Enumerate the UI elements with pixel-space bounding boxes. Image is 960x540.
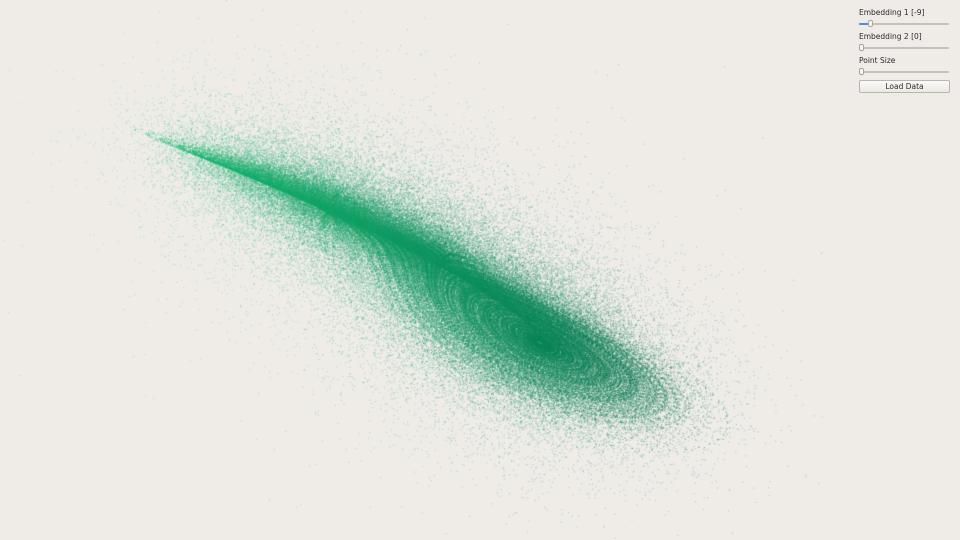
load-data-button[interactable]: Load Data: [859, 80, 950, 93]
embedding1-slider[interactable]: [859, 20, 949, 28]
embedding1-slider-fill: [859, 23, 870, 25]
point-size-slider-thumb[interactable]: [859, 68, 864, 75]
control-panel: Embedding 1 [-9] Embedding 2 [0] Point S…: [856, 8, 952, 93]
point-size-slider-track: [859, 71, 949, 73]
embedding1-slider-thumb[interactable]: [867, 20, 873, 27]
embedding2-slider[interactable]: [859, 44, 949, 52]
point-size-label: Point Size: [859, 56, 896, 65]
embedding2-slider-track: [859, 47, 949, 49]
embedding1-label: Embedding 1 [-9]: [859, 8, 925, 17]
embedding2-label: Embedding 2 [0]: [859, 32, 922, 41]
point-size-slider[interactable]: [859, 68, 949, 76]
embedding1-slider-track: [859, 23, 949, 25]
embedding2-slider-thumb[interactable]: [859, 44, 864, 51]
